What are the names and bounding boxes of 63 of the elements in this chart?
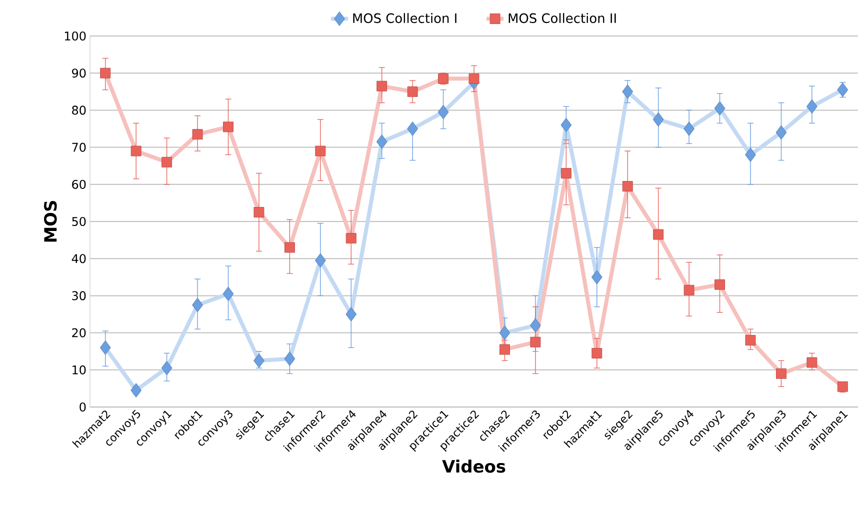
point	[438, 104, 449, 120]
point	[745, 147, 756, 162]
point	[130, 383, 142, 398]
point	[468, 73, 480, 84]
point	[806, 357, 818, 368]
y-tick-label: 100	[64, 31, 86, 41]
point	[315, 146, 326, 156]
point	[284, 242, 295, 253]
y-tick-label: 90	[72, 68, 86, 78]
point	[714, 101, 726, 116]
y-tick-label: 70	[72, 142, 86, 152]
point	[192, 298, 203, 312]
point	[745, 334, 756, 346]
point	[254, 206, 264, 218]
legend-label: MOS Collection II	[508, 13, 616, 24]
point	[499, 344, 510, 355]
point	[592, 348, 602, 358]
point	[653, 229, 664, 240]
point	[162, 156, 172, 168]
point	[100, 68, 111, 78]
point	[407, 122, 418, 136]
point	[684, 122, 695, 136]
point	[222, 286, 234, 302]
y-tick-label: 30	[72, 291, 86, 300]
y-tick-label: 60	[72, 180, 86, 189]
point	[837, 82, 848, 98]
point	[284, 352, 296, 366]
point	[253, 353, 264, 368]
point	[622, 181, 633, 192]
point	[684, 284, 694, 296]
legend-label: MOS Collection I	[353, 13, 456, 24]
point	[130, 146, 142, 156]
y-tick-label: 0	[80, 402, 86, 412]
point	[837, 381, 848, 392]
point	[806, 99, 818, 114]
point	[622, 84, 634, 99]
point	[530, 318, 541, 333]
point	[346, 307, 357, 322]
point	[376, 80, 388, 92]
y-tick-label: 80	[72, 106, 86, 115]
point	[560, 168, 572, 178]
point	[346, 232, 356, 244]
point	[314, 253, 326, 268]
point	[652, 112, 664, 127]
point	[223, 122, 234, 132]
point	[591, 270, 602, 284]
y-tick-label: 40	[72, 254, 86, 264]
point	[100, 340, 111, 355]
point	[714, 279, 725, 290]
point	[192, 129, 203, 140]
point	[776, 125, 787, 140]
y-axis-title: MOS	[44, 201, 57, 242]
point	[376, 134, 388, 149]
point	[407, 86, 418, 97]
point	[499, 326, 510, 340]
point	[530, 336, 541, 348]
y-tick-label: 20	[72, 328, 86, 338]
point	[161, 360, 172, 376]
y-tick-label: 10	[72, 365, 86, 374]
x-axis-title: Videos	[442, 460, 506, 473]
point	[560, 118, 572, 132]
point	[776, 368, 786, 379]
y-tick-label: 50	[72, 216, 86, 226]
